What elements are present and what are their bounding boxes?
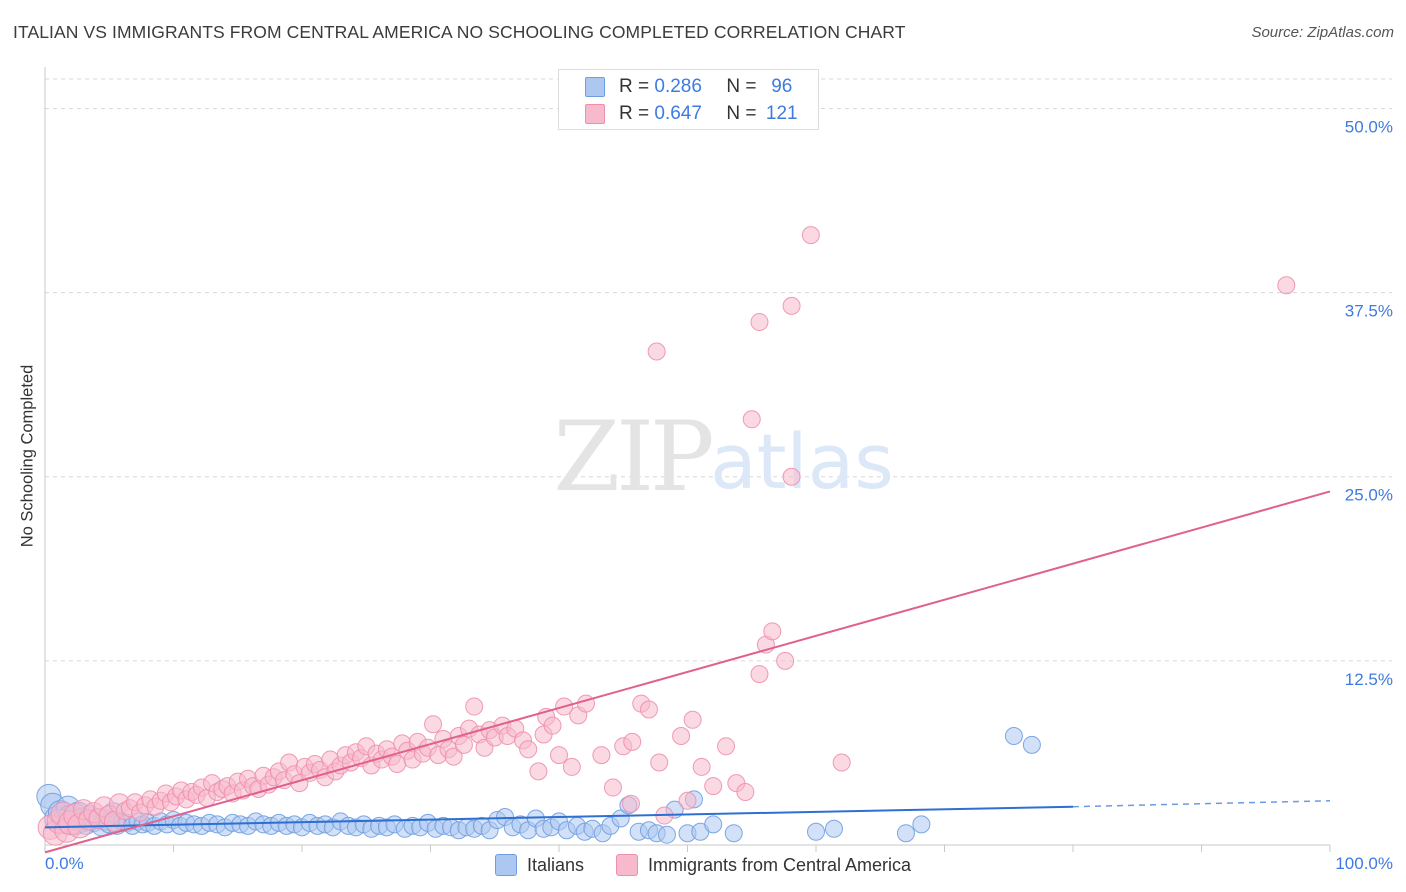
central-america-point — [650, 753, 669, 772]
grid-lines — [45, 78, 1392, 662]
central-america-point — [603, 778, 622, 797]
axes — [44, 67, 1331, 852]
central-america-point — [454, 735, 473, 754]
central-america-point — [801, 226, 820, 245]
italians-trend-extension — [1072, 800, 1331, 808]
italians-point — [824, 819, 843, 838]
series-legend: Italians Immigrants from Central America — [0, 852, 1406, 878]
central-america-point — [763, 622, 782, 641]
central-america-point — [672, 726, 691, 745]
central-america-point — [717, 737, 736, 756]
central-america-trend-line — [44, 490, 1331, 854]
central-america-point — [550, 746, 568, 765]
watermark-atlas: atlas — [710, 417, 894, 506]
italians-swatch — [585, 77, 605, 97]
central-america-swatch — [615, 854, 638, 876]
legend-item-italians[interactable]: Italians — [494, 854, 584, 876]
central-america-point — [678, 791, 697, 810]
y-tick-label: 37.5% — [1345, 302, 1393, 321]
x-tick-label: 0.0% — [45, 854, 84, 873]
central-america-point — [444, 747, 463, 766]
legend-label-italians: Italians — [526, 854, 584, 875]
central-america-point — [639, 700, 658, 719]
central-america-point — [704, 777, 723, 796]
trend-lines — [44, 490, 1331, 854]
correlation-legend: R = 0.286 N = 96 R = 0.647 N = 121 — [558, 69, 819, 130]
legend-item-central-america[interactable]: Immigrants from Central America — [615, 854, 912, 876]
central-america-point — [832, 753, 851, 772]
italians-point — [611, 809, 630, 828]
central-america-point — [543, 716, 562, 735]
italians-point — [704, 815, 723, 834]
central-america-point — [623, 732, 642, 751]
central-america-point — [683, 710, 702, 729]
central-america-point — [529, 762, 548, 781]
n-value: 121 — [765, 103, 798, 124]
central-america-point — [592, 746, 611, 765]
central-america-point — [621, 794, 640, 813]
r-label: R = — [619, 76, 650, 97]
italians-point — [657, 825, 676, 844]
italians-point — [1004, 726, 1023, 745]
central-america-point — [647, 342, 666, 361]
italians-point — [807, 822, 825, 841]
central-america-point — [576, 694, 595, 713]
legend-row-central-america: R = 0.647 N = 121 — [585, 101, 802, 127]
tick-labels: 12.5% 25.0% 37.5% 50.0% 0.0% 100.0% — [45, 117, 1393, 873]
italians-point — [896, 824, 915, 843]
central-america-point — [562, 757, 581, 776]
italians-point — [1022, 735, 1041, 754]
central-america-point — [776, 651, 795, 670]
central-america-swatch — [585, 104, 605, 124]
central-america-point — [736, 782, 755, 801]
y-tick-label: 50.0% — [1345, 117, 1393, 136]
central-america-point — [782, 467, 801, 486]
central-america-point — [465, 697, 484, 716]
italians-point — [724, 824, 743, 843]
n-value: 96 — [771, 76, 793, 97]
central-america-point — [742, 410, 761, 429]
legend-label-central-america: Immigrants from Central America — [647, 854, 912, 875]
central-america-point — [519, 740, 538, 759]
legend-row-italians: R = 0.286 N = 96 — [585, 74, 802, 100]
central-america-points — [37, 226, 1296, 846]
watermark: ZIP atlas — [553, 401, 893, 513]
r-value: 0.647 — [654, 103, 702, 124]
central-america-point — [1277, 276, 1296, 295]
italians-swatch — [494, 854, 517, 876]
central-america-point — [782, 296, 801, 315]
n-label: N = — [726, 76, 757, 97]
central-america-point — [750, 665, 769, 684]
chart-title: ITALIAN VS IMMIGRANTS FROM CENTRAL AMERI… — [13, 22, 906, 42]
y-tick-label: 25.0% — [1345, 486, 1393, 505]
central-america-point — [424, 715, 443, 734]
central-america-point — [750, 313, 769, 332]
n-label: N = — [726, 103, 757, 124]
source-credit: Source: ZipAtlas.com — [1251, 24, 1394, 41]
y-tick-label: 12.5% — [1345, 670, 1393, 689]
r-value: 0.286 — [654, 76, 702, 97]
watermark-zip: ZIP — [553, 401, 712, 513]
r-label: R = — [619, 103, 650, 124]
italians-point — [912, 815, 931, 834]
italians-trend-line — [44, 805, 1074, 829]
x-tick-label: 100.0% — [1335, 854, 1393, 873]
central-america-point — [692, 757, 711, 776]
